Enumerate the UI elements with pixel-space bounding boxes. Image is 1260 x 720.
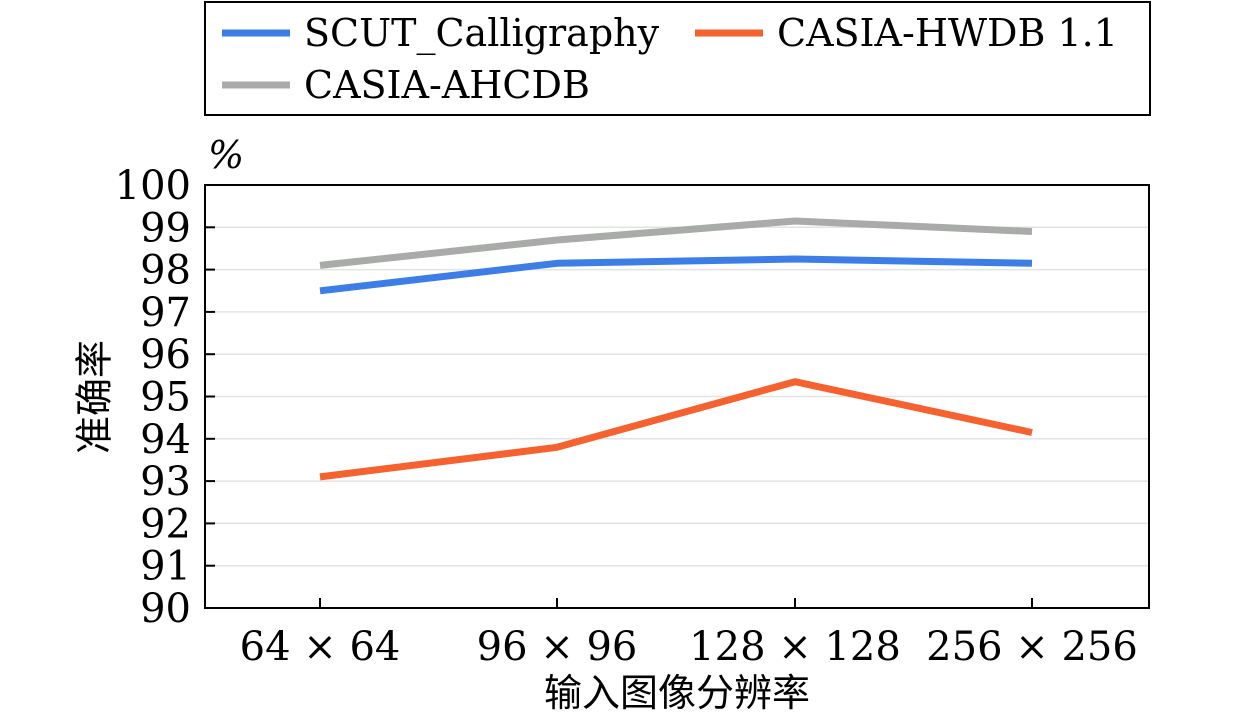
legend-label-2: CASIA-AHCDB [304, 63, 590, 107]
legend-label-1: CASIA-HWDB 1.1 [777, 11, 1118, 55]
legend-label-0: SCUT_Calligraphy [304, 11, 660, 56]
x-tick-label: 128 × 128 [689, 624, 901, 670]
series-line-2 [319, 217, 1033, 269]
y-tick-label: 96 [140, 332, 191, 378]
y-tick-label: 92 [140, 501, 191, 547]
x-axis: 64 × 64 96 × 96 128 × 128 256 × 256 [240, 598, 1138, 670]
y-tick-label: 94 [140, 417, 191, 463]
x-axis-title: 输入图像分辨率 [544, 671, 810, 715]
series-line-0 [319, 255, 1033, 295]
series-lines [319, 217, 1033, 481]
y-tick-label: 93 [140, 459, 191, 505]
legend-box [204, 1, 1151, 116]
legend: SCUT_Calligraphy CASIA-HWDB 1.1 CASIA-AHCD… [204, 1, 1151, 116]
series-line-1 [319, 378, 1033, 481]
grid [205, 226, 1149, 567]
y-axis-title: 准确率 [73, 340, 117, 454]
y-tick-label: 98 [140, 248, 191, 294]
y-tick-label: 95 [140, 375, 191, 421]
x-tick-label: 64 × 64 [240, 624, 401, 670]
y-tick-label: 99 [140, 205, 191, 251]
y-unit-label: % [208, 133, 244, 177]
y-tick-label: 97 [140, 290, 191, 336]
x-tick-label: 256 × 256 [926, 624, 1138, 670]
y-tick-label: 91 [140, 544, 191, 590]
y-tick-label: 100 [115, 163, 191, 209]
y-tick-label: 90 [140, 586, 191, 632]
x-tick-label: 96 × 96 [477, 624, 638, 670]
